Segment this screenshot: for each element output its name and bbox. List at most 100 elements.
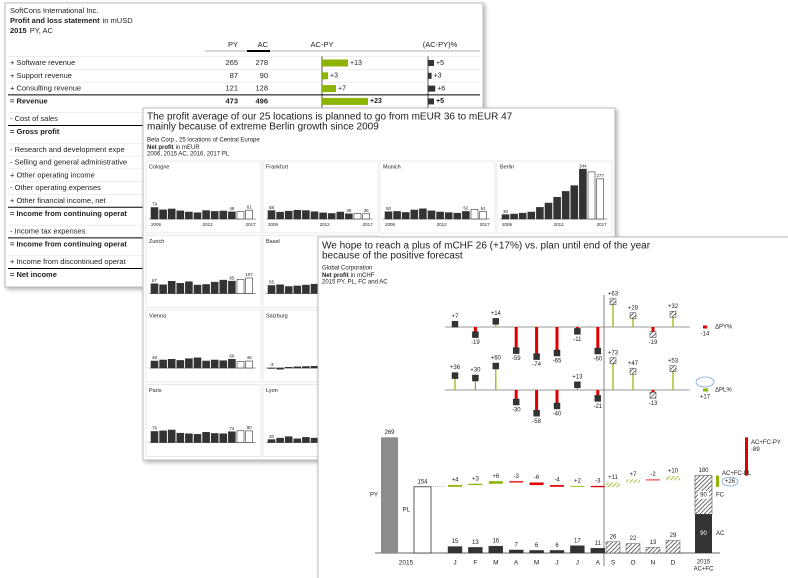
bar	[159, 430, 167, 443]
py-bar	[381, 437, 398, 553]
pin-head	[451, 372, 459, 379]
bar	[219, 279, 228, 294]
pl-bar	[413, 486, 432, 554]
variance-bar	[606, 482, 620, 488]
fc-bar	[605, 541, 621, 554]
year-label: 2012	[203, 222, 214, 227]
bar	[293, 285, 302, 294]
panel: Vienna 48 60 48	[145, 309, 262, 383]
bar-label: 58	[269, 205, 275, 210]
bar	[245, 277, 253, 294]
pin-label: +32	[668, 304, 679, 310]
month-label: O	[630, 560, 635, 567]
panel-frame	[145, 235, 262, 308]
bar-label: 79	[152, 202, 158, 207]
pin-label: +53	[668, 358, 679, 364]
month-label: N	[651, 560, 656, 567]
variance-bar	[468, 483, 483, 486]
bar	[150, 431, 159, 443]
bar	[284, 210, 293, 220]
variance-label: +6	[492, 474, 500, 480]
bar	[536, 207, 544, 220]
bar	[276, 367, 284, 370]
delta-bar	[322, 85, 336, 93]
bar	[202, 360, 210, 369]
panel-frame	[379, 160, 496, 234]
bar	[353, 213, 362, 220]
year-label: 2012	[320, 222, 331, 227]
bar	[267, 210, 276, 220]
ac-bar	[468, 547, 483, 554]
month-label: S	[611, 560, 616, 567]
year-label: 2017	[597, 222, 608, 227]
panel: Cologne 79 49 61 2006 2012 2017	[145, 160, 262, 234]
measure: Net profit in mEUR	[147, 145, 200, 151]
month-value: 29	[670, 533, 677, 539]
bar-label: 30	[503, 209, 509, 214]
month-value: 22	[630, 536, 637, 542]
month-label: M	[493, 560, 498, 567]
pin-head	[472, 331, 479, 338]
bar	[193, 284, 202, 294]
company: Global Corporation	[322, 266, 372, 272]
variance-bar	[570, 485, 585, 487]
row-label: - Cost of sales	[10, 114, 58, 123]
pct-label: +6	[437, 85, 445, 92]
month-value: 15	[452, 539, 459, 545]
period: 2015 PY, PL, FC and AC	[322, 280, 388, 286]
measure-name: Net profit	[147, 145, 174, 151]
highlight	[721, 476, 739, 487]
delta-label: +3	[330, 73, 338, 80]
year-label: 2006	[268, 222, 279, 227]
fc-name: FC	[716, 493, 725, 499]
row-label: - Research and development expe	[10, 145, 125, 154]
month-value: 6	[555, 543, 559, 549]
bar-label: 20	[269, 434, 275, 439]
ac-value: 278	[255, 58, 268, 67]
bar	[150, 360, 159, 369]
row-label: + Software revenue	[10, 58, 75, 67]
pin-head	[669, 365, 677, 373]
ac-bar	[570, 545, 585, 554]
bar-label: 60	[229, 353, 235, 358]
title: We hope to reach a plus of mCHF 26 (+17%…	[322, 241, 651, 252]
bar	[267, 439, 276, 443]
pin-row-name: ΔPL%	[715, 388, 732, 394]
month-label: A	[514, 560, 519, 567]
bar	[570, 185, 579, 220]
bar	[276, 211, 284, 220]
year-label: 2012	[437, 222, 448, 227]
bar	[210, 211, 219, 220]
year-label: 2017	[246, 222, 257, 227]
variance-bar	[509, 481, 524, 483]
bar	[210, 281, 219, 294]
pin-label: -11	[573, 337, 582, 343]
ac-fc-py-bar	[745, 437, 748, 476]
bar	[284, 436, 293, 443]
pin-label: -74	[532, 362, 541, 368]
bar	[176, 432, 185, 443]
bar	[202, 284, 210, 294]
pin-row-name: ΔPY%	[715, 325, 733, 331]
bar	[176, 360, 185, 369]
ac-bar	[549, 550, 565, 554]
bar	[470, 209, 479, 220]
bar	[236, 279, 245, 294]
ac-bar	[509, 549, 524, 554]
fc-bar	[625, 543, 641, 554]
bar	[159, 359, 167, 369]
ac-fc-pl-bar	[716, 475, 719, 487]
bar	[245, 430, 253, 443]
column-header: AC-PY	[311, 40, 334, 49]
pin-label: -19	[649, 340, 658, 346]
row-label: = Income from continuing operat	[10, 209, 127, 218]
bar	[302, 210, 310, 220]
month-label: M	[534, 560, 539, 567]
month-label: J	[453, 560, 456, 567]
delta-label: +13	[350, 60, 362, 67]
ac-total-bar	[695, 514, 712, 553]
bar-label: 49	[229, 206, 235, 211]
variance-label: +7	[630, 472, 638, 478]
month-value: 17	[574, 538, 581, 544]
bar	[276, 284, 284, 294]
